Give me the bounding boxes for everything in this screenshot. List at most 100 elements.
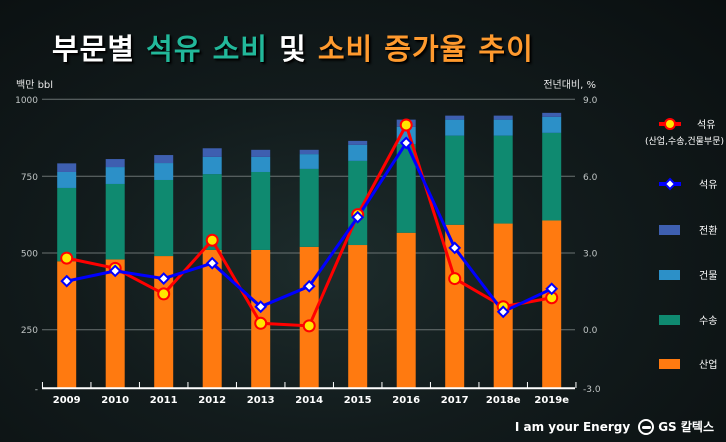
legend-swatch-전환 bbox=[659, 225, 680, 235]
slogan: I am your Energy bbox=[514, 419, 631, 434]
bar-segment-건물 bbox=[299, 154, 319, 169]
circle-marker bbox=[157, 287, 171, 301]
left-tick-label: 750 bbox=[21, 173, 38, 183]
diamond-marker bbox=[448, 241, 462, 255]
bar-segment-산업 bbox=[299, 246, 319, 389]
bar-segment-전환 bbox=[493, 115, 513, 120]
legend-diamond-icon bbox=[663, 177, 677, 191]
title-part-growth: 소비 증가율 추이 bbox=[317, 32, 534, 66]
diamond-marker bbox=[205, 256, 219, 270]
legend-label-oil-sectors: 석유 bbox=[697, 119, 715, 131]
legend-label-oil: 석유 bbox=[699, 179, 717, 191]
right-tick-label: 6.0 bbox=[583, 173, 598, 183]
bar-segment-건물 bbox=[445, 119, 465, 136]
bar-segment-수송 bbox=[396, 143, 416, 233]
bar-segment-산업 bbox=[57, 261, 77, 389]
legend-swatch-건물 bbox=[659, 270, 680, 280]
footer: I am your Energy GS 칼텍스 bbox=[515, 418, 714, 435]
brand-name: GS 칼텍스 bbox=[658, 420, 714, 434]
bar-segment-산업 bbox=[348, 245, 368, 389]
bar-segment-건물 bbox=[57, 171, 77, 188]
chart-title: 부문별 석유 소비 및 소비 증가율 추이 bbox=[52, 26, 534, 68]
circle-marker bbox=[448, 272, 462, 286]
diamond-marker bbox=[399, 136, 413, 150]
x-tick-label: 2019e bbox=[534, 395, 569, 406]
bar-segment-건물 bbox=[493, 119, 513, 136]
diamond-marker bbox=[496, 305, 510, 319]
bar-segment-건물 bbox=[105, 167, 125, 184]
title-part-sector: 부문별 bbox=[52, 32, 147, 66]
bar-segment-건물 bbox=[154, 163, 174, 180]
bar-segment-전환 bbox=[445, 115, 465, 120]
bar-segment-전환 bbox=[57, 163, 77, 172]
bar-segment-산업 bbox=[396, 232, 416, 389]
x-tick-label: 2018e bbox=[486, 395, 521, 406]
title-part-and: 및 bbox=[267, 32, 318, 66]
gs-logo-icon bbox=[638, 418, 655, 435]
bar-segment-산업 bbox=[542, 220, 562, 389]
bar-segment-수송 bbox=[493, 135, 513, 224]
bar-segment-전환 bbox=[105, 159, 125, 168]
left-tick-label: 1000 bbox=[15, 96, 38, 106]
x-tick-label: 2016 bbox=[392, 395, 420, 406]
gs-caltex-logo: GS 칼텍스 bbox=[638, 418, 714, 435]
left-axis-label: 백만 bbl bbox=[16, 79, 53, 91]
x-tick-label: 2017 bbox=[441, 395, 469, 406]
right-tick-label: 3.0 bbox=[583, 250, 598, 260]
legend-label-전환: 전환 bbox=[699, 225, 717, 237]
legend-label-산업: 산업 bbox=[699, 358, 717, 371]
x-tick-label: 2011 bbox=[150, 395, 178, 406]
bar-segment-전환 bbox=[251, 149, 271, 157]
circle-marker bbox=[399, 118, 413, 132]
bar-segment-건물 bbox=[348, 144, 368, 161]
diamond-marker bbox=[254, 300, 268, 314]
legend-note: (산업,수송,건물부문) bbox=[645, 136, 724, 147]
circle-marker bbox=[254, 316, 268, 330]
lines bbox=[60, 118, 559, 333]
x-tick-label: 2014 bbox=[295, 395, 323, 406]
diamond-marker bbox=[351, 210, 365, 224]
axes: 백만 bbl 전년대비, % 1000 9.0 750 6.0 500 3.0 250 0.0 - -… bbox=[15, 79, 601, 406]
bar-segment-전환 bbox=[202, 148, 222, 157]
legend-label-건물: 건물 bbox=[699, 270, 717, 282]
bar-segment-건물 bbox=[251, 156, 271, 172]
bar-segment-수송 bbox=[251, 171, 271, 250]
title-part-consumption: 석유 소비 bbox=[146, 32, 268, 66]
bar-segment-전환 bbox=[154, 155, 174, 164]
bar-segment-전환 bbox=[542, 112, 562, 117]
diamond-marker bbox=[108, 264, 122, 278]
x-tick-label: 2013 bbox=[247, 395, 275, 406]
legend-label-수송: 수송 bbox=[699, 315, 717, 327]
circle-marker bbox=[60, 251, 74, 265]
circle-marker bbox=[302, 319, 316, 333]
diamond-marker bbox=[157, 272, 171, 285]
bar-segment-수송 bbox=[445, 135, 465, 225]
diamond-marker bbox=[545, 282, 559, 296]
x-tick-label: 2010 bbox=[101, 395, 129, 406]
left-tick-label: 500 bbox=[21, 250, 38, 260]
bar-segment-전환 bbox=[348, 140, 368, 145]
bar-segment-건물 bbox=[542, 116, 562, 133]
legend-circle-icon bbox=[664, 118, 676, 130]
bar-segment-수송 bbox=[57, 187, 77, 262]
left-tick-label: 250 bbox=[21, 326, 38, 336]
left-tick-label: - bbox=[35, 385, 38, 395]
bar-segment-산업 bbox=[105, 259, 125, 389]
diamond-marker bbox=[302, 279, 316, 293]
legend-swatch-산업 bbox=[659, 359, 680, 369]
bars bbox=[57, 112, 562, 389]
bar-segment-건물 bbox=[202, 156, 222, 175]
x-tick-label: 2012 bbox=[198, 395, 226, 406]
bar-segment-수송 bbox=[542, 132, 562, 221]
circle-marker bbox=[205, 233, 219, 247]
x-tick-label: 2015 bbox=[344, 395, 372, 406]
right-tick-label: 0.0 bbox=[583, 326, 598, 336]
x-tick-label: 2009 bbox=[53, 395, 81, 406]
right-tick-label: -3.0 bbox=[583, 385, 601, 395]
right-tick-label: 9.0 bbox=[583, 96, 598, 106]
bar-segment-수송 bbox=[299, 168, 319, 247]
bar-segment-산업 bbox=[202, 249, 222, 389]
